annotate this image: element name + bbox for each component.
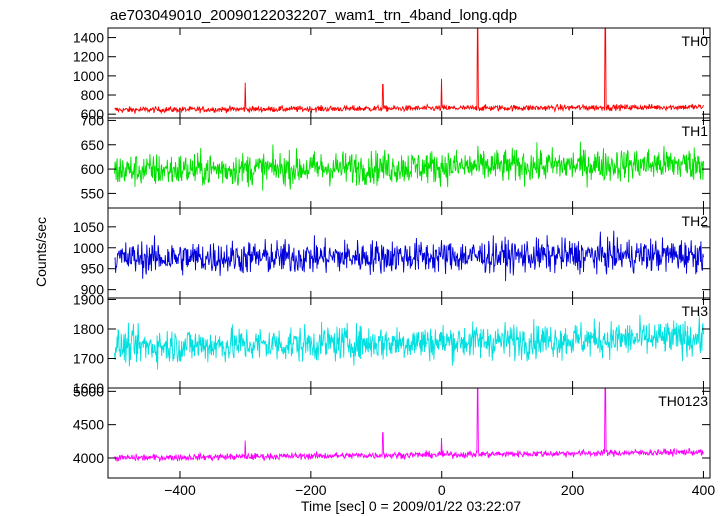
- y-tick-label: 1800: [73, 321, 104, 337]
- y-tick-label: 1000: [73, 68, 104, 84]
- y-tick-label: 1900: [73, 291, 104, 307]
- y-tick-label: 1000: [73, 240, 104, 256]
- panel-frame: [107, 27, 711, 119]
- panel-th0: 600 800 1000 1200 1400 TH0: [73, 27, 711, 122]
- y-tick-label: 600: [81, 161, 105, 177]
- x-tick-label: 200: [561, 482, 585, 498]
- panel-label-th0123: TH0123: [658, 393, 708, 409]
- panel-label-th3: TH3: [682, 303, 709, 319]
- y-tick-label: 700: [81, 112, 105, 128]
- x-tick-label: −200: [295, 482, 327, 498]
- y-tick-label: 1050: [73, 219, 104, 235]
- panel-th1: 550 600 650 700 TH1: [81, 112, 711, 209]
- panel-th0123: 4000 4500 5000 TH0123: [73, 383, 711, 479]
- panel-th3: 1600 1700 1800 1900 TH3: [73, 291, 711, 396]
- y-tick-label: 1400: [73, 30, 104, 46]
- y-tick-label: 800: [81, 87, 105, 103]
- y-tick-label: 1700: [73, 350, 104, 366]
- y-tick-label: 4000: [73, 450, 104, 466]
- y-tick-label: 550: [81, 185, 105, 201]
- panel-label-th2: TH2: [682, 213, 709, 229]
- panel-label-th1: TH1: [682, 123, 709, 139]
- x-axis-label: Time [sec] 0 = 2009/01/22 03:22:07: [301, 498, 521, 514]
- y-axis-label: Counts/sec: [33, 217, 49, 287]
- y-tick-label: 600: [81, 106, 105, 122]
- y-tick-label: 950: [81, 261, 105, 277]
- x-axis: −400 −200 0 200 400: [164, 482, 715, 498]
- y-tick-label: 5000: [73, 383, 104, 399]
- y-tick-label: 900: [81, 282, 105, 298]
- x-tick-label: 0: [438, 482, 446, 498]
- series-line-th2: [114, 230, 704, 282]
- chart-title: ae703049010_20090122032207_wam1_trn_4ban…: [110, 7, 517, 24]
- x-tick-label: −400: [164, 482, 196, 498]
- series-line-th0123: [114, 388, 704, 462]
- series-line-th3: [114, 314, 704, 370]
- y-tick-label: 1200: [73, 49, 104, 65]
- y-tick-label: 4500: [73, 417, 104, 433]
- y-tick-label: 1600: [73, 380, 104, 396]
- series-line-th0: [114, 28, 704, 115]
- x-tick-label: 400: [692, 482, 716, 498]
- panel-label-th0: TH0: [682, 33, 709, 49]
- panel-frame: [107, 387, 711, 479]
- series-line-th1: [114, 141, 704, 191]
- panel-th2: 900 950 1000 1050 TH2: [73, 207, 711, 299]
- y-tick-label: 650: [81, 137, 105, 153]
